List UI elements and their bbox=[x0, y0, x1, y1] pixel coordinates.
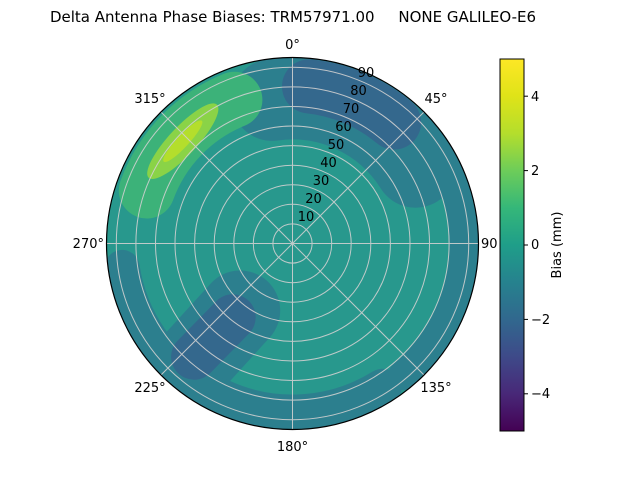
radial-tick-50: 50 bbox=[328, 138, 345, 153]
contour-blue-patch-southwest bbox=[171, 294, 256, 380]
colorbar-tick-label-neg2: −2 bbox=[531, 313, 550, 328]
colorbar-tick-labels: 4 2 0 −2 −4 bbox=[531, 90, 550, 402]
colorbar-ticks bbox=[524, 95, 528, 395]
radial-tick-40: 40 bbox=[320, 156, 337, 171]
angular-tick-90: 90 bbox=[481, 237, 498, 252]
contour-yellow-maximum-northwest bbox=[163, 120, 203, 163]
angular-tick-180: 180° bbox=[277, 440, 308, 455]
colorbar-tick-label-0: 0 bbox=[531, 238, 539, 253]
radial-tick-70: 70 bbox=[343, 102, 360, 117]
colorbar-tick-label-4: 4 bbox=[531, 90, 539, 105]
radial-tick-30: 30 bbox=[313, 174, 330, 189]
polar-grid bbox=[106, 57, 479, 430]
radial-tick-60: 60 bbox=[335, 120, 352, 135]
contour-teal-dark-south-rim bbox=[201, 368, 402, 430]
radial-tick-labels: 10 20 30 40 50 60 70 80 90 bbox=[298, 66, 375, 225]
colorbar-tick-label-2: 2 bbox=[531, 164, 539, 179]
radial-tick-80: 80 bbox=[350, 84, 367, 99]
chart-title: Delta Antenna Phase Biases: TRM57971.00 … bbox=[49, 8, 537, 26]
angular-tick-0: 0° bbox=[285, 38, 300, 53]
contour-blue-patch-north bbox=[282, 59, 422, 150]
angular-tick-315: 315° bbox=[134, 92, 165, 107]
contour-teal-dark-east-rim bbox=[388, 147, 479, 391]
radial-tick-10: 10 bbox=[298, 210, 315, 225]
colorbar-tick-label-neg4: −4 bbox=[531, 387, 550, 402]
radial-tick-90: 90 bbox=[358, 66, 375, 81]
angular-tick-labels: 0° 45° 90 135° 180° 225° 270° 315° bbox=[73, 38, 498, 455]
polar-axes-spine bbox=[105, 56, 480, 431]
colorbar-axis-label: Bias (mm) bbox=[550, 212, 565, 279]
angular-tick-270: 270° bbox=[73, 237, 104, 252]
radial-tick-20: 20 bbox=[305, 192, 322, 207]
colorbar-gradient bbox=[499, 58, 525, 432]
angular-tick-45: 45° bbox=[424, 92, 447, 107]
contour-teal-dark-westsouth-rim bbox=[106, 249, 225, 409]
angular-tick-225: 225° bbox=[134, 381, 165, 396]
angular-tick-135: 135° bbox=[420, 381, 451, 396]
colorbar: 4 2 0 −2 −4 Bias (mm) bbox=[499, 58, 565, 432]
